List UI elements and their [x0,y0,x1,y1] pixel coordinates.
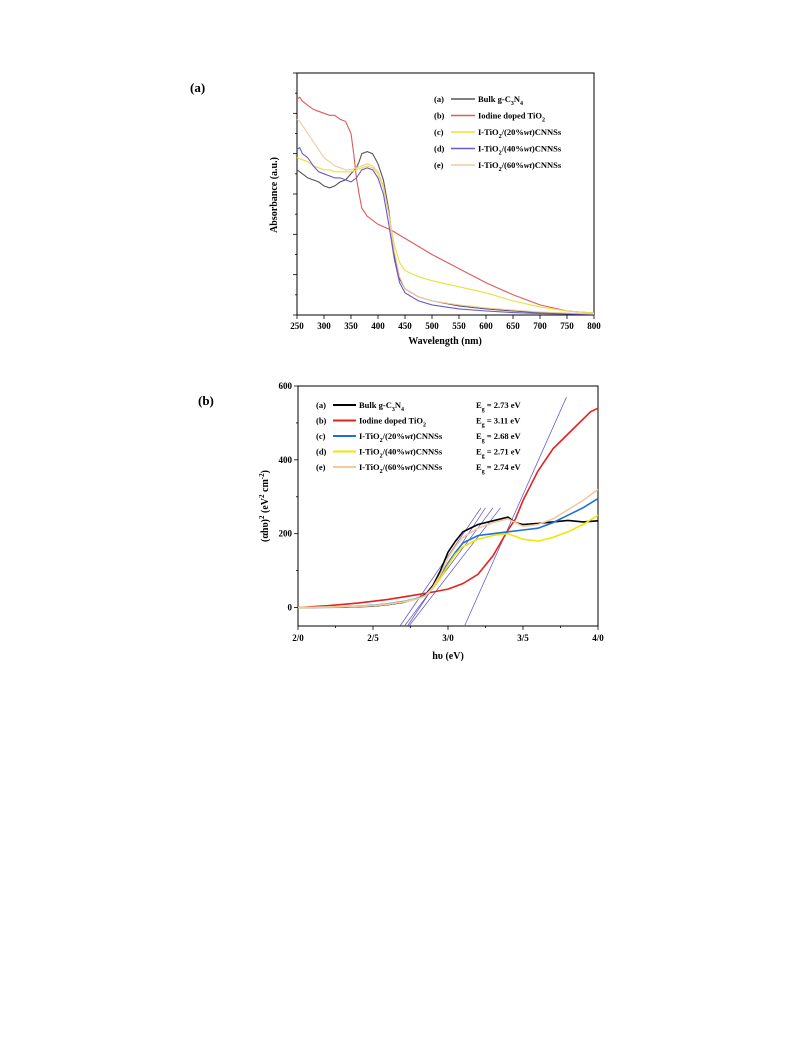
x-tick-label: 350 [344,321,358,331]
x-tick-label: 300 [317,321,331,331]
x-tick-label: 550 [452,321,466,331]
panel-a-y-axis-title: Absorbance (a.u.) [269,157,280,233]
panel-a-label: (a) [190,80,205,95]
panel-b-y-ticks: 0 200 400 600 [279,381,298,613]
y-tick-label: 600 [279,381,293,391]
legend-key: (b) [434,111,445,121]
series-line-d [296,146,595,315]
legend-label: I-TiO2/(40%wt)CNNSs [478,144,562,157]
legend-label: I-TiO2/(40%wt)CNNSs [359,447,443,460]
panel-b-chart: (b) 0 200 400 600 2/0 2/5 3/0 3/5 4/0 hυ (eV) (… [198,381,604,662]
legend-band-gap: Eg = 2.74 eV [476,462,522,475]
panel-a-chart: (a) 250 300 350 400 450 500 550 600 650 700 750 800… [190,72,601,347]
legend-key: (d) [316,447,327,457]
y-tick-label: 400 [279,455,293,465]
legend-label: Bulk g-C3N4 [478,94,523,107]
x-tick-label: 2/0 [292,633,304,643]
x-tick-label: 800 [587,321,601,331]
legend-label: Iodine doped TiO2 [478,111,545,124]
x-tick-label: 450 [398,321,412,331]
x-tick-label: 3/5 [517,633,529,643]
legend-key: (a) [434,94,444,104]
series-line-d [297,514,599,609]
legend-label: Iodine doped TiO2 [359,416,426,429]
panel-b-y-axis-title: (αhυ)2 (eV2 cm-2) [258,470,271,542]
panel-a-x-axis-title: Wavelength (nm) [408,336,482,347]
panel-b-x-axis-title: hυ (eV) [432,651,464,662]
x-tick-label: 500 [425,321,439,331]
legend-band-gap: Eg = 2.73 eV [476,400,522,413]
tangent-line-b [464,396,567,627]
legend-label: I-TiO2/(60%wt)CNNSs [359,462,443,475]
y-tick-label: 200 [279,529,293,539]
panel-b-label: (b) [198,393,214,408]
x-tick-label: 650 [506,321,520,331]
legend-key: (a) [316,400,326,410]
legend-label: I-TiO2/(20%wt)CNNSs [359,431,443,444]
series-line-e [297,488,599,609]
panel-a-legend: (a) Bulk g-C3N4 (b) Iodine doped TiO2 (c) I-T… [434,94,562,173]
tangent-line-c [399,507,482,627]
panel-a-series [296,96,595,315]
tangent-line-e [408,507,501,627]
x-tick-label: 250 [290,321,304,331]
x-tick-label: 700 [533,321,547,331]
x-tick-label: 2/5 [367,633,379,643]
legend-key: (d) [434,144,445,154]
legend-band-gap: Eg = 2.71 eV [476,447,522,460]
x-tick-label: 3/0 [442,633,454,643]
x-tick-label: 400 [371,321,385,331]
x-tick-label: 4/0 [592,633,604,643]
legend-key: (e) [434,160,444,170]
panel-a-x-ticks: 250 300 350 400 450 500 550 600 650 700 750 800 [290,315,601,331]
panel-b-x-ticks: 2/0 2/5 3/0 3/5 4/0 [292,626,604,643]
legend-label: I-TiO2/(20%wt)CNNSs [478,127,562,140]
series-line-b [297,407,599,609]
x-tick-label: 600 [479,321,493,331]
legend-key: (b) [316,416,327,426]
panel-a-frame [296,72,595,316]
series-line-c [296,157,595,314]
panel-b-legend: (a) Bulk g-C3N4 Eg = 2.73 eV (b) Iodine dope… [316,400,522,475]
panel-a-y-ticks [293,72,297,316]
series-line-a [296,151,595,315]
legend-key: (c) [316,431,326,441]
tangent-line-d [404,507,494,627]
legend-key: (c) [434,127,444,137]
panel-b-series [297,407,599,609]
legend-band-gap: Eg = 3.11 eV [476,416,521,429]
y-tick-label: 0 [288,603,293,613]
x-tick-label: 750 [560,321,574,331]
series-line-b [296,96,595,314]
legend-label: I-TiO2/(60%wt)CNNSs [478,160,562,173]
panel-b-frame [297,385,599,627]
legend-label: Bulk g-C3N4 [359,400,404,413]
legend-key: (e) [316,462,326,472]
legend-band-gap: Eg = 2.68 eV [476,431,522,444]
series-line-e [296,118,595,315]
